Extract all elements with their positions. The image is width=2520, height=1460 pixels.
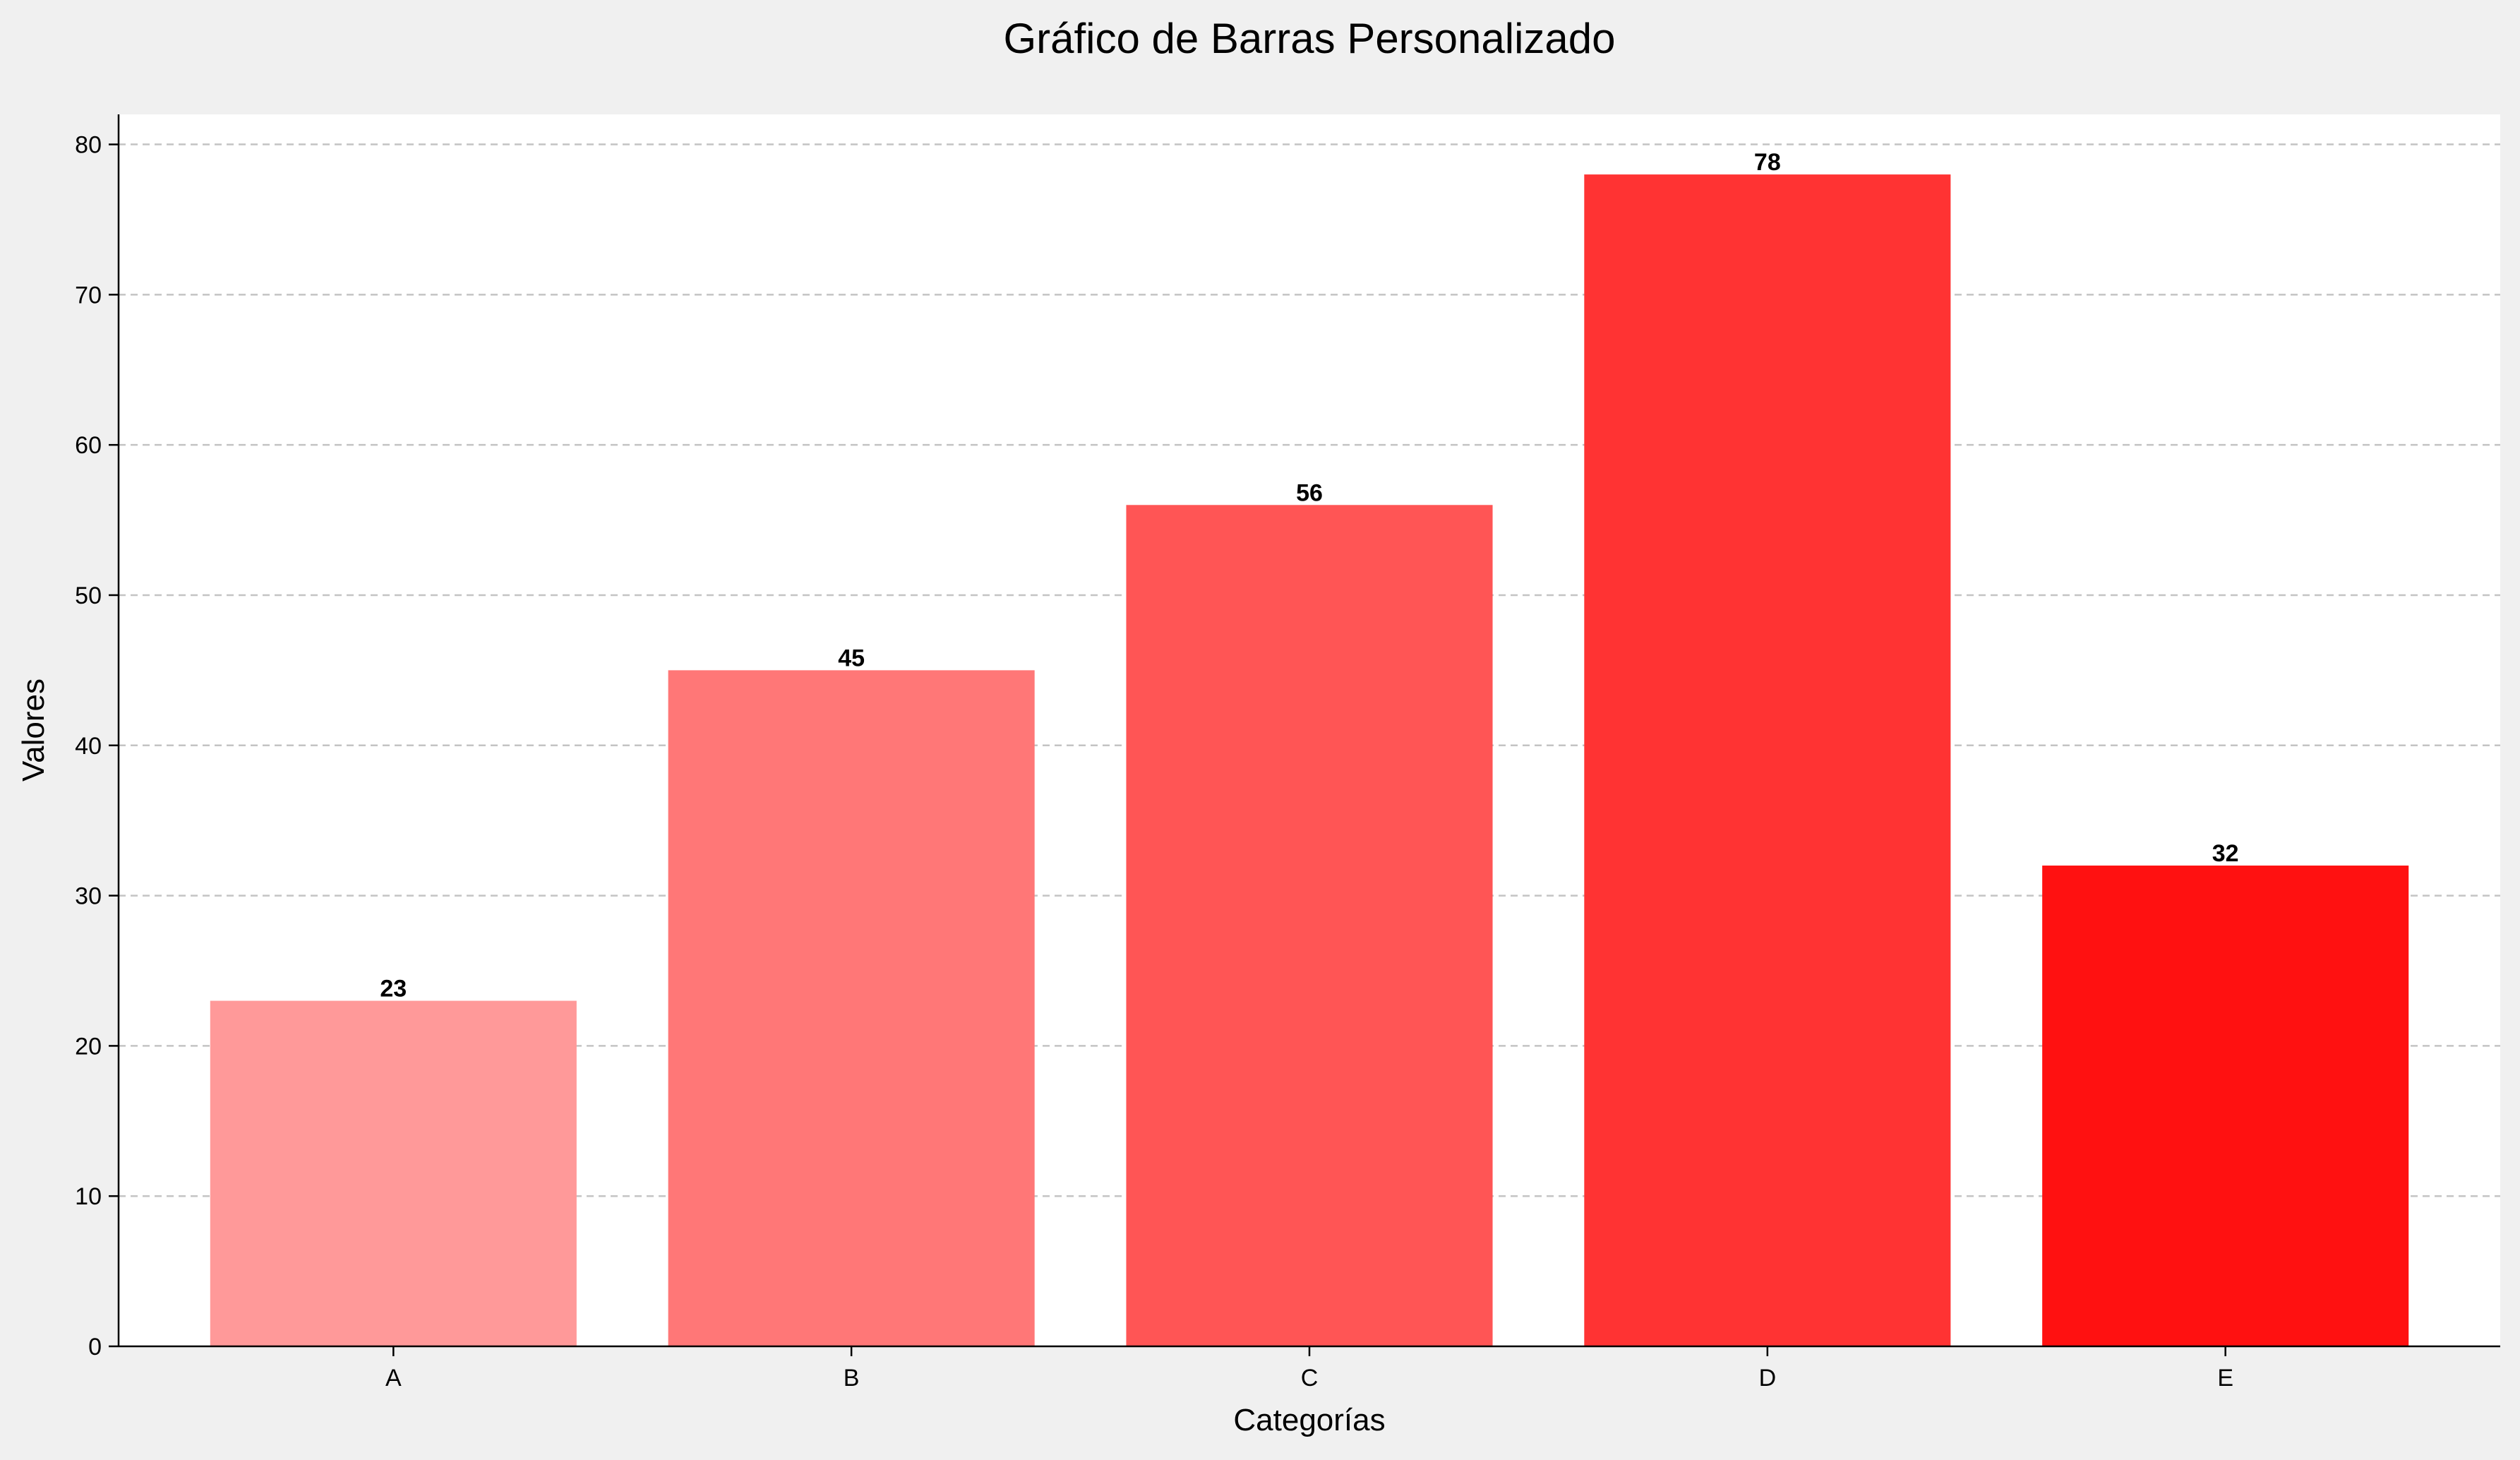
y-tick-label: 0 [88,1334,102,1360]
y-tick-label: 50 [75,582,102,609]
x-ticks: A B C D E [385,1346,2233,1392]
x-tick-label: C [1301,1365,1319,1392]
y-tick-label: 70 [75,282,102,309]
bar-value-label: 78 [1754,149,1781,176]
x-tick-label: A [385,1365,402,1392]
bar-D [1584,174,1951,1346]
y-axis-label: Valores [16,678,51,782]
y-ticks: 0 10 20 30 40 50 60 70 80 [75,132,119,1360]
y-tick-label: 80 [75,132,102,159]
y-tick-label: 60 [75,432,102,459]
data-labels: 23 45 56 78 32 [380,149,2238,1002]
y-tick-label: 10 [75,1183,102,1210]
bar-A [210,1000,577,1346]
bar-E [2042,866,2409,1346]
x-tick-label: D [1759,1365,1777,1392]
bars [210,174,2409,1346]
x-tick-label: B [844,1365,860,1392]
bar-C [1126,505,1493,1346]
bar-value-label: 56 [1296,479,1323,506]
bar-B [668,670,1035,1346]
y-tick-label: 20 [75,1033,102,1060]
x-axis-label: Categorías [1233,1403,1385,1437]
y-tick-label: 40 [75,733,102,760]
bar-value-label: 45 [838,645,865,671]
x-tick-label: E [2217,1365,2233,1392]
bar-value-label: 23 [380,976,407,1003]
chart-title: Gráfico de Barras Personalizado [1003,15,1615,62]
y-tick-label: 30 [75,883,102,910]
bar-value-label: 32 [2212,840,2239,867]
